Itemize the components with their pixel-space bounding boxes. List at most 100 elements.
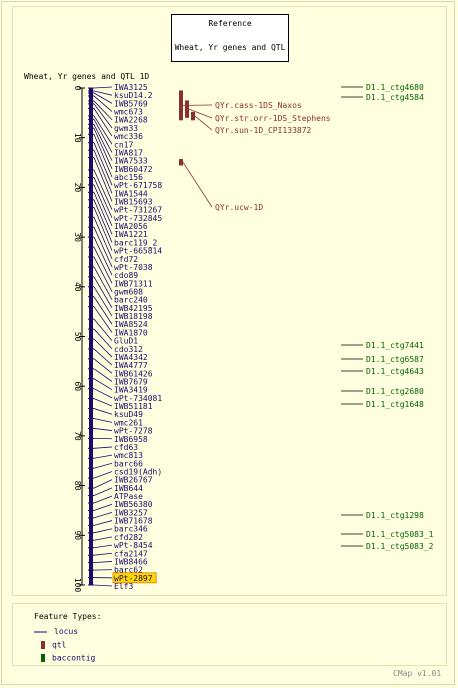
locus-label[interactable]: cfd72	[114, 255, 138, 264]
locus-label[interactable]: wPt-671758	[114, 181, 162, 190]
locus-label[interactable]: IWB71311	[114, 279, 153, 288]
locus-label[interactable]: wPt-732845	[114, 214, 162, 223]
reference-box[interactable]: Reference Wheat, Yr genes and QTL	[171, 14, 289, 62]
locus-label[interactable]: IWA4777	[114, 361, 148, 370]
locus-label[interactable]: cn17	[114, 140, 133, 149]
locus-label[interactable]: cdo89	[114, 271, 138, 280]
qtl-label[interactable]: QYr.str.orr-1DS_Stephens	[215, 114, 331, 123]
locus-label[interactable]: IWB5769	[114, 99, 148, 108]
locus-leader-line	[93, 552, 113, 556]
locus-label[interactable]: IWA3125	[114, 83, 148, 92]
locus-label[interactable]: IWA2056	[114, 222, 148, 231]
scale-axis: 0 10 20 30 40 50 60 70 80 90 100	[73, 86, 85, 592]
locus-label[interactable]: abc156	[114, 173, 143, 182]
locus-leader-line	[93, 408, 113, 415]
locus-label[interactable]: wPt-731267	[114, 206, 162, 215]
map-title[interactable]: Wheat, Yr genes and QTL 1D	[24, 72, 150, 81]
locus-leader-line	[93, 128, 113, 169]
locus-label[interactable]: ksuD49	[114, 410, 143, 419]
locus-label[interactable]: IWA7533	[114, 157, 148, 166]
locus-label[interactable]: csd19(Adh)	[114, 467, 162, 476]
locus-label[interactable]: wPt-7278	[114, 427, 153, 436]
qtl-bar[interactable]	[179, 90, 183, 121]
chromosome-bar[interactable]	[89, 88, 93, 585]
locus-label[interactable]: wmc336	[114, 132, 143, 141]
locus-label[interactable]: IWA1544	[114, 189, 148, 198]
locus-label[interactable]: IWB7679	[114, 377, 148, 386]
contig-label[interactable]: D1.1_ctg1298	[366, 511, 424, 520]
contig-label[interactable]: D1.1_ctg2680	[366, 387, 424, 396]
locus-label[interactable]: IWB60472	[114, 165, 153, 174]
locus-leader-line	[93, 446, 113, 449]
locus-label[interactable]: Elf3	[114, 582, 133, 591]
locus-label[interactable]: gwm608	[114, 288, 143, 297]
contig-label[interactable]: D1.1_ctg4680	[366, 83, 424, 92]
qtl-label[interactable]: QYr.cass-1DS_Naxos	[215, 101, 302, 110]
locus-label[interactable]: barc346	[114, 525, 148, 534]
contig-label[interactable]: D1.1_ctg7441	[366, 341, 424, 350]
locus-label[interactable]: GluD1	[114, 337, 138, 346]
legend-item-baccontig: baccontig	[40, 653, 95, 663]
locus-leader-line	[93, 157, 113, 202]
locus-leader-line	[93, 536, 113, 541]
locus-label[interactable]: IWB61426	[114, 369, 153, 378]
locus-label[interactable]: barc240	[114, 296, 148, 305]
locus-label[interactable]: IWB26767	[114, 476, 153, 485]
locus-label[interactable]: cfd63	[114, 443, 138, 452]
locus-label[interactable]: wPt-665814	[114, 247, 162, 256]
contig-label[interactable]: D1.1_ctg4643	[366, 367, 424, 376]
locus-label[interactable]: wPt-734081	[114, 394, 162, 403]
locus-label[interactable]: wmc673	[114, 108, 143, 117]
qtl-bar[interactable]	[179, 159, 183, 166]
scale-tick-label: 30	[73, 232, 82, 242]
locus-label[interactable]: IWA817	[114, 148, 143, 157]
locus-label[interactable]: wmc261	[114, 418, 143, 427]
locus-label[interactable]: IWA8524	[114, 320, 148, 329]
locus-label[interactable]: IWB8466	[114, 557, 148, 566]
locus-label[interactable]: ATPase	[114, 492, 143, 501]
contig-label[interactable]: D1.1_ctg6587	[366, 355, 424, 364]
locus-label[interactable]: IWA1221	[114, 230, 148, 239]
locus-label[interactable]: barc119_2	[114, 238, 158, 247]
contig-label[interactable]: D1.1_ctg5083_1	[366, 530, 434, 539]
contig-label[interactable]: D1.1_ctg1648	[366, 400, 424, 409]
qtl-label[interactable]: QYr.ucw-1D	[215, 203, 263, 212]
locus-label[interactable]: IWA2268	[114, 116, 148, 125]
locus-label[interactable]: gwm33	[114, 124, 138, 133]
locus-label[interactable]: cdo312	[114, 345, 143, 354]
locus-label[interactable]: IWA4342	[114, 353, 148, 362]
locus-label[interactable]: barc66	[114, 459, 143, 468]
qtl-label[interactable]: QYr.sun-1D_CPI133872	[215, 126, 312, 135]
locus-label[interactable]: wPt-8454	[114, 541, 153, 550]
locus-label[interactable]: IWB18198	[114, 312, 153, 321]
legend-label: baccontig	[52, 653, 96, 663]
locus-leader-line	[93, 124, 113, 161]
locus-label[interactable]: wPt-7038	[114, 263, 153, 272]
locus-label[interactable]: IWA3419	[114, 386, 148, 395]
locus-label[interactable]: barc62	[114, 566, 143, 575]
contig-label[interactable]: D1.1_ctg5083_2	[366, 542, 434, 551]
qtl-bar[interactable]	[185, 100, 189, 118]
qtl-features: QYr.cass-1DS_Naxos QYr.str.orr-1DS_Stephe…	[179, 90, 331, 212]
chromosome-backbone[interactable]	[89, 88, 93, 585]
locus-label[interactable]: IWB42195	[114, 304, 153, 313]
locus-label[interactable]: wmc813	[114, 451, 143, 460]
locus-label[interactable]: IWA1870	[114, 328, 148, 337]
locus-label[interactable]: wPt-2897	[114, 574, 153, 583]
locus-leader-line	[93, 184, 113, 227]
locus-label[interactable]: ksuD14.2	[114, 91, 153, 100]
locus-label[interactable]: IWB71678	[114, 517, 153, 526]
locus-label[interactable]: IWB56380	[114, 500, 153, 509]
locus-leader-line	[93, 378, 113, 391]
qtl-bar[interactable]	[191, 111, 195, 121]
locus-label[interactable]: cfa2147	[114, 549, 148, 558]
reference-map-set[interactable]: Wheat, Yr genes and QTL	[174, 43, 286, 52]
locus-leader-line	[93, 119, 113, 153]
locus-label[interactable]: IWB6958	[114, 435, 148, 444]
locus-label[interactable]: IWB51181	[114, 402, 153, 411]
contig-label[interactable]: D1.1_ctg4584	[366, 93, 424, 102]
locus-label[interactable]: cfd282	[114, 533, 143, 542]
locus-label[interactable]: IWB15693	[114, 198, 153, 207]
locus-label[interactable]: IWB3257	[114, 508, 148, 517]
locus-label[interactable]: IWB644	[114, 484, 143, 493]
